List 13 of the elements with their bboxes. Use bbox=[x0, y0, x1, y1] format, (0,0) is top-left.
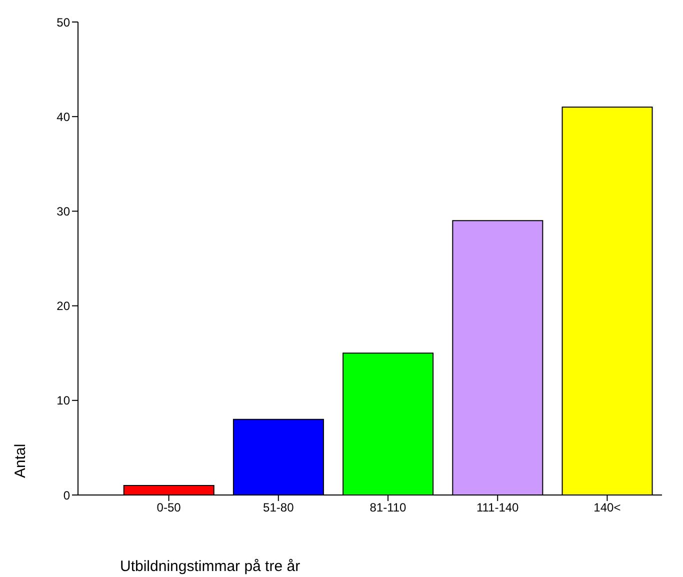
y-axis-title: Antal bbox=[12, 444, 29, 478]
x-tick-label: 111-140 bbox=[476, 500, 520, 515]
y-tick-label: 50 bbox=[56, 15, 70, 30]
x-tick-label: 51-80 bbox=[263, 500, 294, 515]
y-tick-label: 10 bbox=[56, 394, 70, 408]
y-tick-label: 20 bbox=[56, 299, 70, 314]
y-tick-label: 0 bbox=[63, 488, 70, 502]
y-tick-label: 30 bbox=[56, 204, 70, 218]
x-tick-label: 0-50 bbox=[156, 500, 182, 515]
x-axis-title: Utbildningstimmar på tre år bbox=[120, 558, 300, 575]
x-tick-label: 81-110 bbox=[370, 500, 407, 515]
x-tick-label: 140< bbox=[594, 500, 621, 515]
y-tick-label: 40 bbox=[56, 110, 70, 124]
